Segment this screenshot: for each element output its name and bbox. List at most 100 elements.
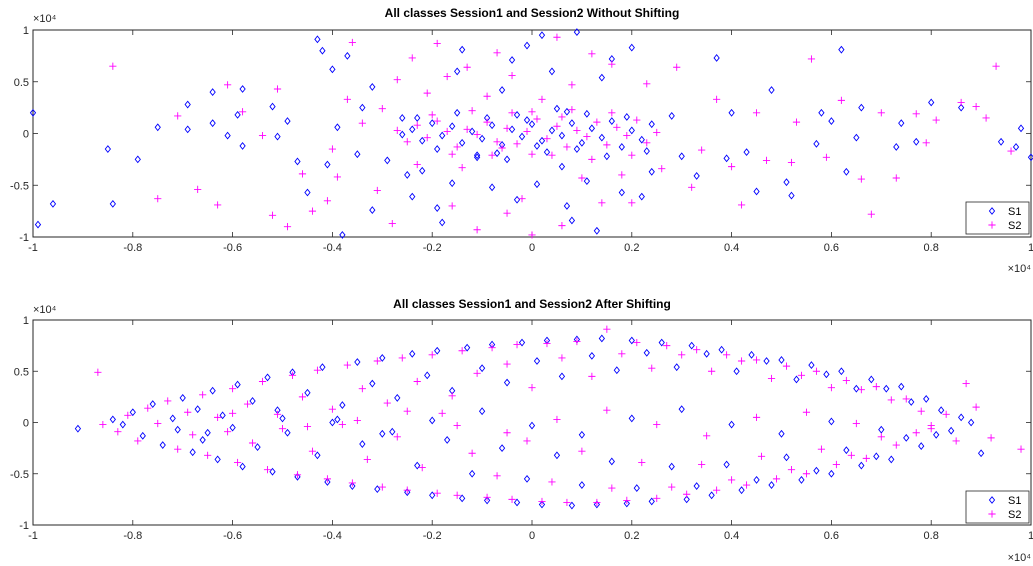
- x-tick-label: -0.8: [123, 242, 142, 254]
- data-point: [409, 125, 416, 134]
- data-point: [628, 336, 635, 345]
- data-point: [538, 31, 546, 40]
- data-point: [762, 156, 771, 165]
- data-point: [613, 123, 621, 131]
- data-point: [838, 367, 845, 376]
- data-point: [483, 496, 491, 505]
- data-point: [708, 367, 716, 375]
- data-point: [648, 120, 655, 129]
- data-point: [578, 430, 586, 439]
- data-point: [393, 76, 401, 84]
- data-point: [713, 486, 721, 494]
- data-point: [348, 479, 356, 487]
- data-point: [678, 351, 686, 359]
- data-point: [359, 440, 366, 448]
- data-point: [623, 496, 631, 504]
- data-point: [813, 139, 820, 148]
- data-point: [533, 357, 541, 365]
- data-point: [598, 334, 605, 343]
- data-point: [558, 372, 566, 381]
- data-point: [568, 501, 576, 510]
- data-point: [523, 474, 531, 483]
- legend-label-s2: S2: [1008, 220, 1021, 232]
- data-point: [783, 178, 790, 187]
- data-point: [184, 408, 192, 416]
- data-point: [338, 420, 346, 429]
- data-point: [508, 71, 516, 80]
- data-point: [958, 413, 965, 422]
- data-point: [468, 469, 476, 478]
- data-point: [767, 374, 776, 383]
- data-point: [513, 110, 521, 119]
- data-point: [673, 363, 680, 372]
- data-point: [678, 152, 685, 161]
- x-tick-label: 0.6: [824, 530, 839, 542]
- data-point: [269, 467, 276, 476]
- data-point: [588, 351, 596, 360]
- data-point: [458, 347, 466, 355]
- data-point: [513, 498, 521, 507]
- data-point: [443, 72, 451, 81]
- data-point: [454, 67, 461, 76]
- data-point: [134, 155, 141, 164]
- data-point: [877, 109, 885, 117]
- data-point: [109, 199, 116, 208]
- data-point: [573, 145, 581, 153]
- data-point: [918, 442, 925, 450]
- data-point: [952, 437, 960, 445]
- data-point: [828, 417, 835, 426]
- data-point: [439, 131, 446, 140]
- data-point: [967, 418, 975, 427]
- data-point: [742, 481, 751, 489]
- data-point: [842, 376, 850, 385]
- y-tick-label: 0: [23, 418, 29, 430]
- data-point: [713, 54, 720, 62]
- data-point: [278, 425, 287, 433]
- data-point: [189, 431, 197, 439]
- data-point: [982, 114, 990, 122]
- data-point: [164, 397, 172, 405]
- data-point: [813, 466, 820, 475]
- data-point: [653, 494, 661, 502]
- data-point: [209, 119, 216, 128]
- data-point: [962, 379, 970, 388]
- data-point: [593, 498, 601, 507]
- data-point: [369, 206, 376, 215]
- y-tick-label: 1: [23, 25, 29, 37]
- data-point: [184, 100, 191, 109]
- data-point: [548, 67, 556, 76]
- data-point: [837, 96, 845, 104]
- data-point: [688, 341, 695, 350]
- data-point: [34, 220, 42, 229]
- data-point: [473, 369, 481, 377]
- data-point: [548, 151, 556, 159]
- data-point: [503, 378, 511, 387]
- data-point: [74, 424, 82, 433]
- data-point: [603, 325, 611, 333]
- data-point: [348, 38, 356, 47]
- data-point: [728, 420, 735, 429]
- data-point: [363, 455, 371, 463]
- data-point: [623, 113, 630, 121]
- data-point: [419, 136, 426, 145]
- data-point: [333, 173, 341, 181]
- data-point: [354, 358, 361, 366]
- data-point: [648, 167, 655, 176]
- data-point: [413, 121, 421, 129]
- data-point: [608, 60, 616, 68]
- data-point: [258, 131, 267, 140]
- legend-marker-glyph: [988, 207, 996, 215]
- data-point: [283, 223, 292, 231]
- y-exponent-label: ×10⁴: [33, 13, 57, 25]
- legend-label-s1: S1: [1008, 206, 1021, 218]
- legend-box: [965, 490, 1030, 524]
- data-point: [753, 187, 760, 196]
- y-tick-label: -0.5: [10, 469, 29, 481]
- data-point: [972, 102, 980, 111]
- data-point: [538, 136, 546, 145]
- data-point: [528, 120, 536, 129]
- legend-marker-glyph: [988, 496, 996, 504]
- data-point: [738, 486, 745, 495]
- data-point: [728, 476, 736, 484]
